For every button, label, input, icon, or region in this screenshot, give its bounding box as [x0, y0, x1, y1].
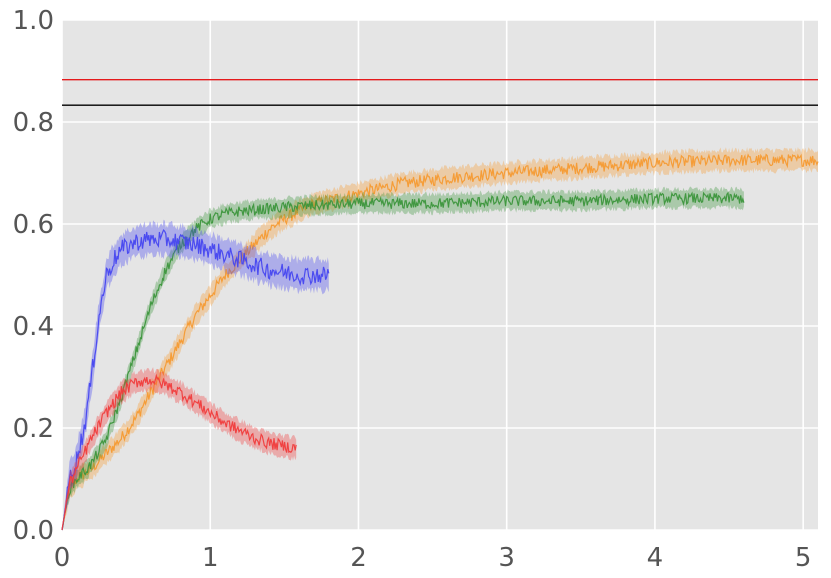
x-tick-label: 2	[350, 543, 367, 573]
series-line	[61, 153, 819, 531]
series-1	[61, 147, 819, 531]
x-tick-label: 5	[795, 543, 812, 573]
y-tick-label: 0.0	[13, 516, 54, 546]
y-tick-label: 0.8	[13, 108, 54, 138]
series-line	[61, 229, 330, 531]
x-tick-label: 1	[202, 543, 219, 573]
series-4	[61, 367, 297, 532]
tick-labels: 0 1 2 3 4 5 0.0 0.2 0.4 0.6 0.8 1.0	[13, 6, 812, 573]
series-2	[61, 186, 745, 531]
y-tick-label: 0.6	[13, 210, 54, 240]
x-tick-label: 3	[498, 543, 515, 573]
x-tick-label: 0	[54, 543, 71, 573]
series-line	[61, 373, 297, 531]
reference-lines	[62, 78, 818, 106]
x-tick-label: 4	[647, 543, 664, 573]
series-3	[61, 219, 330, 532]
series-band	[62, 367, 297, 532]
plot-background	[62, 20, 818, 530]
series-group	[61, 147, 819, 532]
y-tick-label: 0.4	[13, 312, 54, 342]
series-line	[61, 191, 745, 531]
y-tick-label: 1.0	[13, 6, 54, 36]
y-tick-label: 0.2	[13, 414, 54, 444]
